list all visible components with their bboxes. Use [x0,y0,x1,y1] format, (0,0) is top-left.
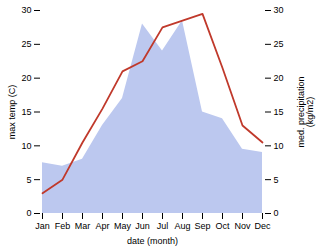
svg-text:15: 15 [21,107,31,117]
svg-text:Jul: Jul [157,221,169,231]
svg-text:Oct: Oct [215,221,230,231]
svg-text:5: 5 [274,175,279,185]
svg-text:10: 10 [274,141,284,151]
svg-text:date (month): date (month) [127,236,178,246]
svg-text:0: 0 [274,208,279,218]
svg-text:Apr: Apr [95,221,109,231]
svg-text:Jan: Jan [35,221,50,231]
svg-text:15: 15 [274,107,284,117]
svg-text:Sep: Sep [194,221,210,231]
svg-text:25: 25 [21,39,31,49]
svg-text:25: 25 [274,39,284,49]
svg-text:5: 5 [26,175,31,185]
svg-text:0: 0 [26,208,31,218]
svg-text:Dec: Dec [254,221,271,231]
svg-text:max temp (C): max temp (C) [7,85,17,140]
svg-text:Mar: Mar [75,221,91,231]
svg-text:20: 20 [21,73,31,83]
svg-text:May: May [114,221,132,231]
svg-text:Feb: Feb [55,221,71,231]
svg-text:10: 10 [21,141,31,151]
svg-text:20: 20 [274,73,284,83]
svg-text:Aug: Aug [174,221,190,231]
svg-text:Nov: Nov [234,221,251,231]
svg-text:30: 30 [21,5,31,15]
svg-text:30: 30 [274,5,284,15]
svg-text:med. precipitation(kg/m2): med. precipitation(kg/m2) [296,76,315,147]
svg-text:Jun: Jun [135,221,150,231]
